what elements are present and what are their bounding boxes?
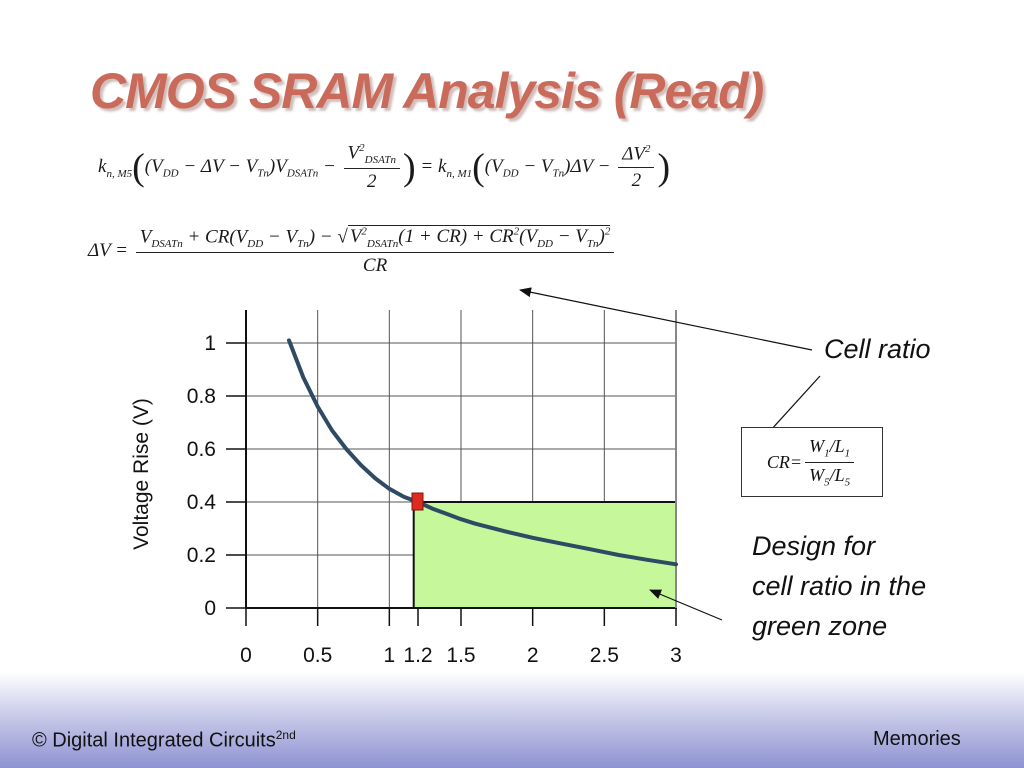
x-tick-label: 0 [240, 644, 252, 667]
y-tick-label: 0.6 [187, 438, 216, 461]
eq2-denominator-cr: CR [362, 255, 388, 277]
y-tick-label: 0.8 [187, 385, 216, 408]
cell-ratio-arrow [519, 287, 813, 351]
operating-point-marker [411, 492, 424, 511]
y-tick-label: 1 [204, 332, 216, 355]
x-tick-label: 0.5 [303, 644, 332, 667]
x-tick-label: 2.5 [590, 644, 619, 667]
slide-footer: © Digital Integrated Circuits2nd Memorie… [0, 672, 1024, 768]
equation-voltage-rise: ΔV = VDSATn + CR(VDD − VTn) − √ V2DSATn(1… [88, 225, 617, 277]
cell-ratio-annotation: Cell ratio [824, 334, 931, 364]
design-note-annotation: Design for cell ratio in the green zone [752, 526, 926, 646]
x-tick-label: 3 [670, 644, 682, 667]
eq2-lhs: ΔV = [88, 239, 128, 261]
eq2-fraction: VDSATn + CR(VDD − VTn) − √ V2DSATn(1 + CR… [135, 225, 615, 277]
footer-copyright: © Digital Integrated Circuits2nd [32, 728, 296, 752]
eq1-k-m5: kn, M5 [98, 155, 133, 180]
equation-current-balance: kn, M5((VDD − ΔV − VTn)VDSATn − V2DSATn … [98, 142, 671, 193]
x-tick-label: 2 [527, 644, 539, 667]
y-tick-label: 0.2 [187, 544, 216, 567]
eq1-fraction-vdsat: V2DSATn 2 [343, 142, 401, 193]
y-tick-label: 0 [204, 597, 216, 620]
slide-title: CMOS SRAM Analysis (Read) [90, 63, 764, 119]
eq1-k-m1: kn, M1 [438, 155, 473, 180]
y-tick-label: 0.4 [187, 491, 217, 514]
eq1-fraction-dv: ΔV2 2 [618, 143, 655, 192]
cell-ratio-formula-box: CR = W1/L1 W5/L5 [741, 427, 883, 497]
voltage-rise-curve [287, 338, 678, 567]
y-axis-title: Voltage Rise (V) [130, 398, 153, 550]
design-note-line-3: green zone [752, 611, 888, 641]
green-zone-arrow [649, 589, 723, 621]
x-tick-label: 1 [383, 644, 395, 667]
design-note-line-1: Design for [752, 531, 876, 561]
eq2-radicand: V2DSATn(1 + CR) + CR2(VDD − VTn)2 [347, 225, 611, 251]
x-tick-label: 1.5 [446, 644, 475, 667]
footer-section-name: Memories [873, 728, 961, 750]
x-tick-label: 1.2 [403, 644, 432, 667]
design-note-line-2: cell ratio in the [752, 571, 927, 601]
